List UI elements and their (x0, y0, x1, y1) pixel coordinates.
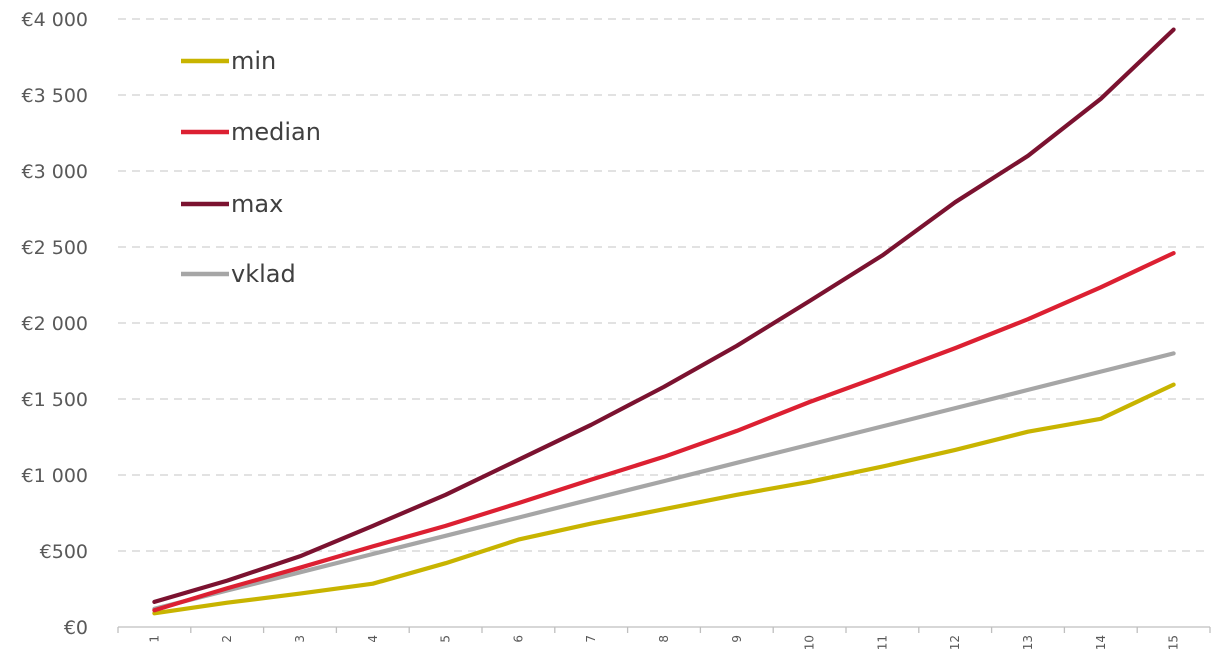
legend-item-vklad: vklad (181, 260, 296, 288)
x-tick-label: 15 (1167, 635, 1181, 650)
y-tick-label: €3 000 (22, 161, 88, 183)
legend-label: vklad (231, 260, 296, 288)
y-tick-label: €3 500 (22, 85, 88, 107)
x-tick-label: 12 (948, 635, 962, 650)
x-tick-label: 13 (1021, 635, 1035, 650)
gridlines (118, 18, 1210, 628)
legend-item-max: max (181, 190, 283, 218)
y-tick-label: €0 (64, 617, 88, 639)
x-tick-label: 14 (1094, 635, 1108, 650)
x-tick-label: 9 (730, 635, 744, 643)
series-line-min (152, 382, 1176, 616)
x-tick-label: 3 (293, 635, 307, 643)
x-tick-label: 7 (584, 635, 598, 643)
legend-label: median (231, 118, 321, 146)
y-tick-label: €1 000 (22, 465, 88, 487)
x-tick-label: 1 (147, 635, 161, 643)
x-tick-label: 8 (657, 635, 671, 643)
x-tick-label: 5 (439, 635, 453, 643)
series-line-max (152, 27, 1176, 605)
series-line-median (152, 251, 1176, 613)
legend: min median max vklad (181, 47, 321, 288)
x-tick-label: 4 (366, 635, 380, 643)
legend-label: min (231, 47, 276, 75)
legend-item-min: min (181, 47, 276, 75)
y-tick-label: €4 000 (22, 9, 88, 31)
legend-label: max (231, 190, 283, 218)
series-line-vklad (152, 351, 1176, 611)
series-lines (152, 27, 1176, 616)
x-tick-label: 2 (220, 635, 234, 643)
x-tick-label: 11 (875, 635, 889, 650)
y-tick-label: €2 500 (22, 237, 88, 259)
x-tick-label: 10 (803, 635, 817, 650)
x-axis-tick-labels: 1 2 3 4 5 6 7 8 9 10 11 12 13 14 15 (117, 627, 1211, 650)
x-tick-label: 6 (511, 635, 525, 643)
legend-item-median: median (181, 118, 321, 146)
y-axis-tick-labels: €0 €500 €1 000 €1 500 €2 000 €2 500 €3 000 €3 5… (22, 9, 88, 639)
y-tick-label: €500 (40, 541, 88, 563)
y-tick-label: €2 000 (22, 313, 88, 335)
y-tick-label: €1 500 (22, 389, 88, 411)
